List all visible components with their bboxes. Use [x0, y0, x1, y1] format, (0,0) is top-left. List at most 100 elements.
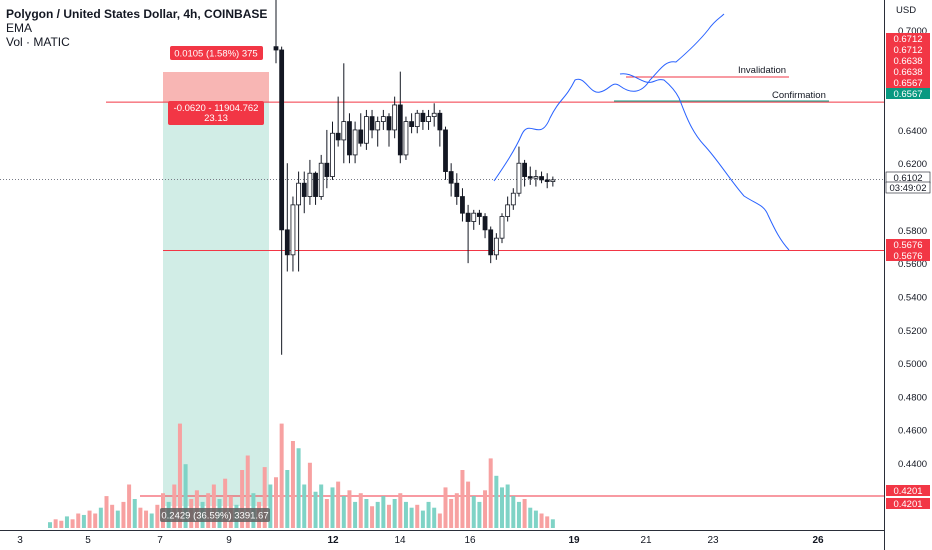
ema-indicator-label[interactable]: EMA: [6, 21, 33, 35]
volume-bar: [70, 519, 75, 528]
candle-body[interactable]: [414, 112, 420, 127]
candle-body[interactable]: [505, 204, 511, 217]
bottom-info-box: [160, 508, 270, 522]
candle-body[interactable]: [420, 112, 426, 122]
volume-bar: [121, 501, 126, 528]
candle-body[interactable]: [550, 179, 556, 182]
candle-body[interactable]: [499, 216, 505, 239]
price-tag: [886, 33, 930, 44]
volume-bar: [516, 501, 521, 528]
candle-body[interactable]: [437, 112, 443, 131]
candle-body[interactable]: [284, 229, 290, 256]
candle-body[interactable]: [465, 212, 471, 222]
candle-body[interactable]: [386, 116, 392, 131]
volume-indicator-label[interactable]: Vol · MATIC: [6, 35, 70, 49]
price-tag-label: 0.4201: [893, 499, 922, 510]
volume-bar: [59, 520, 64, 528]
volume-bar: [155, 504, 160, 528]
candle-body[interactable]: [476, 212, 482, 217]
volume-bar: [172, 484, 177, 528]
time-tick-label: 23: [707, 535, 719, 546]
candle-body[interactable]: [296, 182, 302, 206]
candle-body[interactable]: [510, 192, 516, 206]
volume-bar: [545, 516, 550, 528]
candle-body[interactable]: [279, 49, 285, 231]
candle-body[interactable]: [290, 204, 296, 256]
volume-bar: [149, 513, 154, 528]
volume-bar: [550, 519, 555, 528]
candle-body[interactable]: [318, 162, 324, 197]
projection-down-path[interactable]: [619, 73, 790, 251]
price-tick-label: 0.5400: [898, 292, 927, 303]
price-tag: [886, 88, 930, 99]
candle-body[interactable]: [482, 216, 488, 231]
candle-body[interactable]: [431, 112, 437, 118]
candle-body[interactable]: [516, 162, 522, 194]
candle-body[interactable]: [392, 104, 398, 131]
stop-info-text-2: 23.13: [204, 113, 228, 124]
candle-body[interactable]: [403, 121, 409, 156]
volume-bars: [48, 423, 555, 528]
volume-bar: [353, 501, 358, 528]
time-axis[interactable]: 3 5 7 9 12 14 16 19 21 23 26: [17, 535, 824, 546]
candle-body[interactable]: [397, 104, 403, 156]
candle-body[interactable]: [341, 121, 347, 141]
candle-body[interactable]: [522, 162, 527, 177]
volume-bar: [144, 510, 149, 528]
volume-bar: [483, 490, 488, 528]
price-axis[interactable]: USD0.70000.68000.64000.62000.58000.56000…: [885, 5, 931, 510]
candle-body[interactable]: [324, 162, 330, 177]
candle-body[interactable]: [347, 121, 352, 156]
price-tag: [886, 239, 930, 250]
candle-body[interactable]: [330, 132, 335, 177]
volume-bar: [302, 484, 307, 528]
candle-body[interactable]: [426, 116, 431, 122]
volume-bar: [426, 501, 431, 528]
candle-body[interactable]: [358, 129, 364, 144]
volume-bar: [48, 522, 52, 528]
volume-bar: [87, 510, 92, 528]
candle-body[interactable]: [443, 129, 448, 172]
volume-bar: [285, 470, 290, 528]
time-tick-label: 16: [464, 535, 476, 546]
volume-bar: [177, 423, 182, 528]
candle-body[interactable]: [313, 172, 318, 197]
candle-body[interactable]: [454, 182, 460, 197]
candle-body[interactable]: [539, 176, 544, 181]
candle-body[interactable]: [335, 132, 341, 141]
candle-body[interactable]: [307, 172, 313, 197]
candle-body[interactable]: [369, 116, 375, 131]
candle-body[interactable]: [273, 46, 279, 51]
candle-body[interactable]: [352, 129, 358, 156]
volume-bar: [347, 490, 352, 528]
candle-body[interactable]: [488, 229, 494, 256]
volume-bar: [53, 519, 58, 528]
volume-bar: [319, 484, 324, 528]
volume-bar: [392, 499, 397, 528]
price-tick-label: 0.4600: [898, 426, 927, 437]
volume-bar: [274, 477, 278, 528]
price-tag-label: 0.5676: [893, 251, 922, 262]
candle-body[interactable]: [471, 212, 477, 222]
candle-body[interactable]: [448, 171, 454, 184]
symbol-title[interactable]: Polygon / United States Dollar, 4h, COIN…: [6, 7, 268, 21]
volume-bar: [262, 467, 267, 528]
candle-body[interactable]: [527, 176, 533, 179]
volume-bar: [415, 504, 420, 528]
volume-bar: [403, 501, 408, 528]
candle-body[interactable]: [301, 182, 307, 197]
candle-body[interactable]: [409, 121, 415, 127]
projection-drawing[interactable]: [493, 13, 790, 251]
candle-body[interactable]: [375, 121, 381, 131]
candlestick-series[interactable]: [273, 0, 556, 355]
projection-up-path[interactable]: [493, 13, 725, 182]
candle-body[interactable]: [363, 116, 369, 144]
candle-body[interactable]: [493, 237, 499, 256]
candle-body[interactable]: [380, 116, 386, 122]
candle-body[interactable]: [460, 196, 465, 214]
candle-body[interactable]: [544, 179, 550, 182]
price-tag: [886, 66, 930, 77]
candle-body[interactable]: [533, 176, 539, 179]
